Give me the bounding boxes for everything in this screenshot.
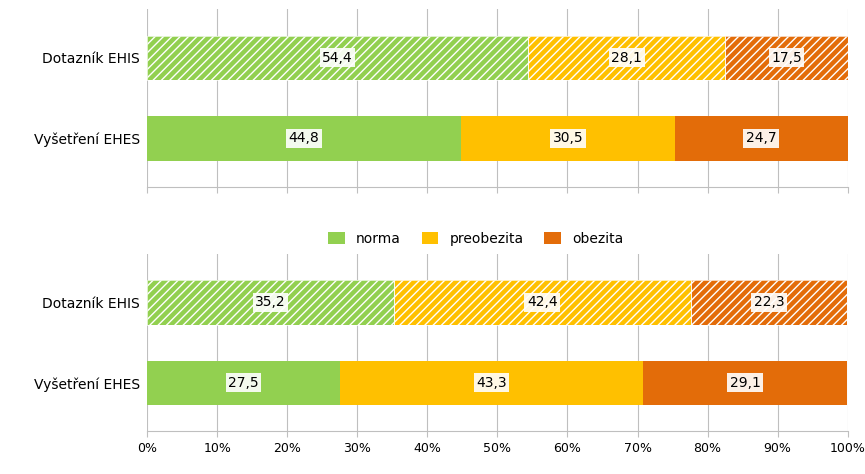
Bar [147,116,461,161]
Bar [691,280,847,325]
Text: 17,5: 17,5 [771,51,802,65]
Bar [643,361,847,405]
Text: 35,2: 35,2 [255,295,285,310]
Text: 24,7: 24,7 [746,131,777,146]
Bar [147,36,529,80]
Text: 27,5: 27,5 [228,376,259,390]
Bar [394,280,691,325]
Bar [529,36,725,80]
Text: 42,4: 42,4 [527,295,558,310]
Bar [340,361,643,405]
Bar [147,36,529,80]
Bar [529,36,725,80]
Bar [147,280,394,325]
Text: 44,8: 44,8 [289,131,319,146]
Text: 28,1: 28,1 [612,51,642,65]
Bar [691,280,847,325]
Bar [461,116,675,161]
Bar [147,361,340,405]
Bar [147,280,394,325]
Text: 30,5: 30,5 [553,131,583,146]
Text: 29,1: 29,1 [729,376,760,390]
Bar [725,36,848,80]
Bar [725,36,848,80]
Text: 43,3: 43,3 [476,376,507,390]
Legend: norma, preobezita, obezita: norma, preobezita, obezita [323,226,629,251]
Text: 54,4: 54,4 [323,51,353,65]
Bar [675,116,848,161]
Text: 22,3: 22,3 [753,295,785,310]
Bar [394,280,691,325]
